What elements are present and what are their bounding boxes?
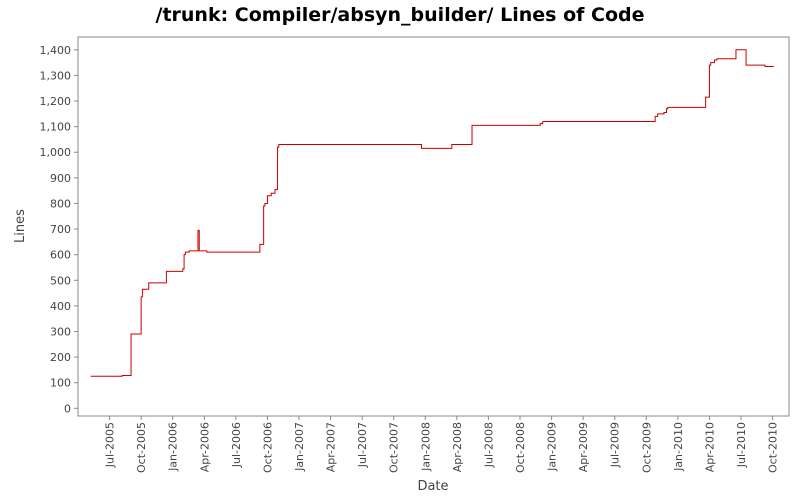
y-axis-title: Lines [13,209,28,243]
y-tick-label: 200 [50,351,71,364]
x-tick-label: Oct-2008 [514,422,527,473]
y-tick-label: 100 [50,377,71,390]
x-tick-label: Jul-2008 [482,422,495,468]
y-tick-label: 900 [50,172,71,185]
y-tick-label: 1,000 [40,146,72,159]
x-axis-title: Date [417,479,448,494]
x-tick-label: Jul-2007 [356,422,369,468]
y-tick-label: 1,200 [40,95,72,108]
y-tick-label: 400 [50,300,71,313]
x-tick-label: Oct-2005 [135,422,148,473]
x-tick-label: Oct-2010 [767,422,780,473]
x-tick-label: Oct-2009 [640,422,653,473]
x-tick-label: Apr-2008 [451,422,464,472]
x-tick-label: Oct-2007 [388,422,401,473]
data-line [90,49,774,377]
x-tick-label: Jan-2006 [167,422,180,472]
x-tick-label: Oct-2006 [261,422,274,473]
x-tick-label: Apr-2009 [577,422,590,472]
y-tick-label: 300 [50,325,71,338]
y-tick-label: 800 [50,197,71,210]
y-tick-label: 1,300 [40,69,72,82]
x-tick-label: Jan-2009 [546,422,559,472]
x-tick-label: Apr-2010 [703,422,716,472]
y-tick-label: 600 [50,249,71,262]
x-tick-label: Jan-2008 [419,422,432,472]
x-tick-label: Apr-2006 [198,422,211,472]
plot-area [77,36,790,417]
chart-title: /trunk: Compiler/absyn_builder/ Lines of… [156,4,645,26]
x-tick-label: Jul-2010 [735,422,748,468]
x-tick-label: Jul-2006 [230,422,243,468]
y-tick-label: 1,100 [40,121,72,134]
x-tick-label: Jul-2005 [104,422,117,468]
x-tick-label: Jan-2007 [293,422,306,472]
y-tick-label: 700 [50,223,71,236]
x-tick-label: Jan-2010 [672,422,685,472]
x-tick-label: Jul-2009 [609,422,622,468]
y-tick-label: 1,400 [40,44,72,57]
y-tick-label: 500 [50,274,71,287]
x-tick-label: Apr-2007 [325,422,338,472]
y-tick-label: 0 [64,402,71,415]
